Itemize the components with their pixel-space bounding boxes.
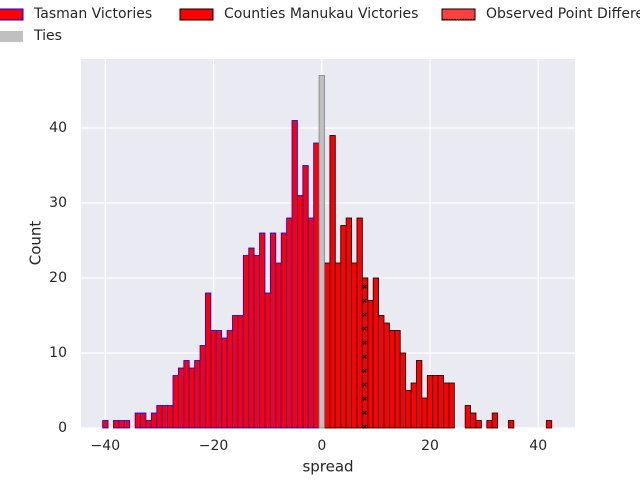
x-tick-label: 40 <box>529 438 547 454</box>
histogram-bar <box>437 375 444 429</box>
histogram-bar <box>416 360 423 429</box>
y-tick-label: 10 <box>49 345 67 361</box>
histogram-bar <box>367 300 374 429</box>
histogram-bar <box>259 232 266 429</box>
histogram-bar <box>448 382 455 429</box>
legend-label: Tasman Victories <box>33 6 152 22</box>
histogram-bar <box>378 315 385 429</box>
histogram-bar <box>253 255 260 429</box>
x-axis-label: spread <box>302 458 353 476</box>
y-axis-label: Count <box>27 221 45 266</box>
histogram-bar <box>269 232 277 429</box>
legend-label: Counties Manukau Victories <box>224 6 418 22</box>
histogram-bar <box>405 390 412 429</box>
histogram-bar <box>167 405 174 429</box>
histogram-bar <box>491 412 499 429</box>
histogram-bar <box>183 360 190 429</box>
histogram-bar <box>232 315 239 429</box>
histogram-bar <box>210 330 217 429</box>
histogram-bar <box>102 420 109 429</box>
x-tick-label: −20 <box>199 438 229 454</box>
histogram-bar <box>140 412 147 429</box>
histogram-bar <box>215 330 223 429</box>
histogram-bar <box>410 382 417 429</box>
histogram-bar <box>334 262 342 429</box>
y-tick-label: 20 <box>49 270 67 286</box>
histogram-bar <box>199 345 206 429</box>
histogram-bar <box>118 420 125 429</box>
histogram-bar <box>421 397 428 429</box>
y-tick-label: 30 <box>49 195 67 211</box>
histogram-bar <box>264 292 271 429</box>
histogram-bar <box>307 217 315 429</box>
histogram-bar <box>313 142 320 429</box>
histogram-bar <box>399 352 407 429</box>
histogram-bar <box>389 330 396 429</box>
histogram-bar <box>275 262 282 429</box>
histogram-bar <box>123 420 131 429</box>
histogram-bar <box>248 247 255 429</box>
x-tick-label: 0 <box>317 438 326 454</box>
histogram-bar <box>150 412 158 429</box>
histogram-bar <box>426 375 434 429</box>
histogram-bar <box>340 225 347 429</box>
histogram-bar <box>226 330 233 429</box>
x-tick-label: 20 <box>421 438 439 454</box>
histogram-bar <box>351 262 358 429</box>
histogram-bar <box>464 405 471 429</box>
histogram-bar <box>383 322 390 429</box>
histogram-bar <box>372 277 379 429</box>
legend-label: Observed Point Difference <box>486 6 640 22</box>
histogram-bar <box>486 420 493 429</box>
histogram-bar <box>432 375 439 429</box>
histogram-bar <box>324 262 331 429</box>
histogram-bar <box>297 195 304 429</box>
histogram-bar <box>237 315 244 429</box>
histogram-bar <box>194 360 201 429</box>
histogram-bar <box>280 232 288 429</box>
histogram-bar <box>329 135 336 429</box>
legend-swatch <box>0 8 24 21</box>
y-tick-label: 40 <box>49 120 67 136</box>
histogram-bar <box>134 412 141 429</box>
histogram-bar <box>161 405 168 429</box>
histogram-bar <box>188 367 196 429</box>
hatch <box>362 278 368 428</box>
histogram-bar <box>470 412 477 429</box>
histogram-bar <box>205 292 212 429</box>
histogram-bar <box>221 337 228 429</box>
histogram-bar <box>318 75 325 429</box>
histogram-bar <box>345 217 352 429</box>
histogram-bar <box>302 165 309 429</box>
legend-swatch <box>179 8 214 21</box>
histogram-bar <box>356 217 363 429</box>
y-tick-label: 0 <box>58 420 67 436</box>
histogram-bar <box>291 120 298 429</box>
legend-swatch <box>0 31 23 42</box>
histogram-bar <box>113 420 120 429</box>
histogram-bar <box>508 420 515 429</box>
histogram-bar <box>545 420 553 429</box>
histogram-bar <box>286 217 293 429</box>
histogram-bar <box>172 375 179 429</box>
histogram-bar <box>475 420 482 429</box>
histogram-bar <box>177 367 185 429</box>
legend-label: Ties <box>33 28 62 44</box>
histogram-bar <box>156 405 163 429</box>
x-tick-label: −40 <box>91 438 121 454</box>
histogram-bar <box>394 330 401 429</box>
histogram-bar <box>242 255 250 429</box>
legend-hatch <box>442 9 475 20</box>
histogram-bar <box>443 382 450 429</box>
histogram-bar <box>145 420 152 429</box>
